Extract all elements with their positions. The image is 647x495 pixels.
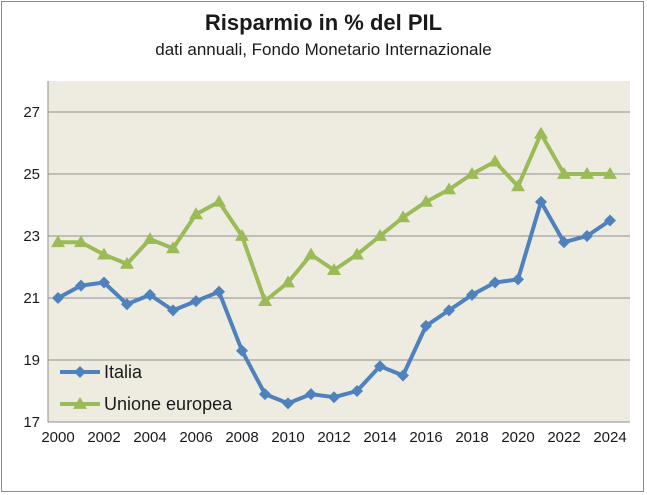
data-point-unione-europea-2010 — [281, 275, 295, 288]
data-point-unione-europea-2014 — [373, 229, 387, 241]
data-point-italia-2006 — [190, 295, 202, 308]
legend-item-italia: Italia — [60, 362, 143, 382]
data-point-unione-europea-2004 — [143, 232, 157, 244]
x-tick-label-2006: 2006 — [179, 429, 212, 446]
data-point-unione-europea-2016 — [419, 194, 433, 207]
data-point-italia-2016 — [420, 319, 432, 332]
data-point-italia-2000 — [52, 292, 64, 304]
data-point-italia-2007 — [213, 285, 225, 298]
series-unione-europea — [51, 126, 617, 306]
data-point-italia-2023 — [581, 230, 593, 242]
data-point-unione-europea-2005 — [166, 241, 180, 254]
data-point-unione-europea-2020 — [511, 179, 525, 192]
data-point-italia-2024 — [604, 214, 616, 227]
data-point-unione-europea-2000 — [51, 235, 65, 248]
data-point-unione-europea-2023 — [580, 167, 594, 179]
data-point-italia-2004 — [144, 288, 156, 301]
data-point-italia-2010 — [282, 397, 294, 410]
data-point-italia-2012 — [328, 391, 340, 404]
series-layer — [51, 126, 617, 410]
x-tick-label-2012: 2012 — [317, 429, 350, 446]
data-point-unione-europea-2008 — [235, 229, 249, 241]
y-tick-label-23: 23 — [23, 228, 40, 245]
data-point-italia-2014 — [374, 360, 386, 373]
y-tick-label-21: 21 — [23, 290, 40, 307]
data-point-unione-europea-2022 — [557, 167, 571, 179]
series-italia — [52, 195, 616, 410]
data-point-italia-2020 — [512, 273, 524, 286]
y-tick-label-25: 25 — [23, 166, 40, 183]
x-tick-label-2008: 2008 — [225, 429, 258, 446]
plot-area — [48, 81, 630, 422]
data-point-unione-europea-2013 — [350, 247, 364, 260]
x-tick-label-2002: 2002 — [87, 429, 120, 446]
data-point-italia-2017 — [443, 304, 455, 317]
data-point-unione-europea-2007 — [212, 194, 226, 207]
legend-item-unione-europea: Unione europea — [60, 394, 233, 414]
x-tick-label-2024: 2024 — [593, 429, 626, 446]
data-point-italia-2002 — [98, 276, 110, 289]
data-point-italia-2001 — [75, 279, 87, 292]
data-point-italia-2009 — [259, 388, 271, 401]
legend-marker-italia — [74, 366, 86, 378]
data-point-unione-europea-2015 — [396, 210, 410, 223]
data-point-unione-europea-2003 — [120, 256, 134, 269]
data-point-unione-europea-2012 — [327, 263, 341, 275]
y-tick-label-17: 17 — [23, 414, 40, 431]
x-tick-label-2010: 2010 — [271, 429, 304, 446]
chart-subtitle: dati annuali, Fondo Monetario Internazio… — [155, 40, 492, 59]
data-point-unione-europea-2009 — [258, 294, 272, 306]
x-tick-label-2020: 2020 — [501, 429, 534, 446]
x-tick-label-2014: 2014 — [363, 429, 396, 446]
data-point-italia-2013 — [351, 385, 363, 397]
data-point-unione-europea-2017 — [442, 182, 456, 195]
x-tick-label-2000: 2000 — [41, 429, 74, 446]
data-point-unione-europea-2011 — [304, 247, 318, 260]
data-point-italia-2021 — [535, 195, 547, 208]
chart-title: Risparmio in % del PIL — [204, 10, 443, 35]
data-point-unione-europea-2019 — [488, 154, 502, 167]
data-point-unione-europea-2002 — [97, 247, 111, 260]
x-tick-label-2022: 2022 — [547, 429, 580, 446]
legend-marker-unione-europea — [73, 397, 87, 409]
data-point-italia-2011 — [305, 388, 317, 401]
axes: 17 19 21 23 25 27 2000 2002 2004 2006 2008 2010 2012… — [23, 81, 630, 446]
legend-label-italia: Italia — [104, 362, 143, 382]
x-tick-label-2018: 2018 — [455, 429, 488, 446]
data-point-italia-2015 — [397, 369, 409, 382]
data-point-italia-2003 — [121, 298, 133, 311]
data-point-italia-2018 — [466, 288, 478, 301]
data-point-unione-europea-2021 — [534, 126, 548, 139]
data-point-unione-europea-2006 — [189, 207, 203, 220]
y-tick-label-19: 19 — [23, 352, 40, 369]
legend: Italia Unione europea — [60, 362, 233, 414]
data-point-italia-2022 — [558, 236, 570, 249]
data-point-italia-2005 — [167, 304, 179, 317]
data-point-unione-europea-2024 — [603, 167, 617, 179]
data-point-unione-europea-2018 — [465, 167, 479, 179]
data-point-italia-2008 — [236, 344, 248, 357]
data-point-italia-2019 — [489, 276, 501, 289]
x-tick-label-2016: 2016 — [409, 429, 442, 446]
data-point-unione-europea-2001 — [74, 235, 88, 248]
x-tick-label-2004: 2004 — [133, 429, 166, 446]
legend-label-unione-europea: Unione europea — [104, 394, 233, 414]
y-tick-label-27: 27 — [23, 104, 40, 121]
